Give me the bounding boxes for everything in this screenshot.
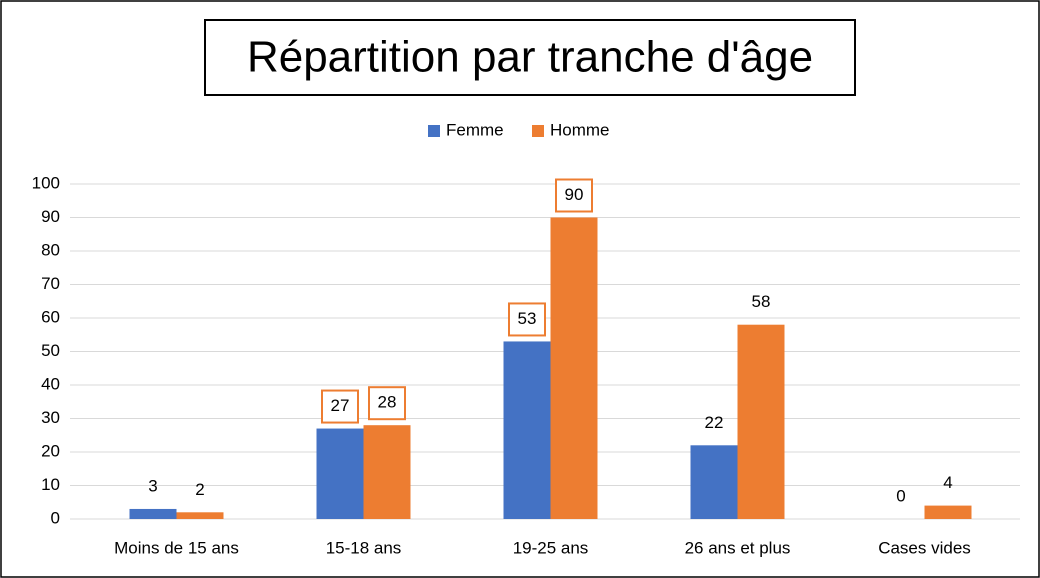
label-box: [508, 302, 546, 337]
label-box: [368, 386, 406, 421]
x-tick-label: 26 ans et plus: [685, 538, 791, 557]
bar: [176, 512, 224, 519]
data-label: 53: [518, 309, 537, 328]
x-tick-label: Moins de 15 ans: [114, 538, 239, 557]
bar: [737, 324, 785, 519]
legend-swatch: [532, 125, 544, 137]
y-tick-label: 50: [41, 341, 60, 360]
data-label: 28: [378, 393, 397, 412]
y-tick-label: 90: [41, 207, 60, 226]
y-tick-label: 20: [41, 441, 60, 460]
chart-title: Répartition par tranche d'âge: [247, 33, 813, 82]
x-tick-label: Cases vides: [878, 538, 971, 557]
bar: [550, 217, 598, 519]
y-tick-label: 0: [51, 508, 60, 527]
bar: [129, 508, 177, 519]
bar: [363, 425, 411, 519]
label-box: [555, 178, 593, 213]
data-label: 27: [331, 396, 350, 415]
x-tick-label: 15-18 ans: [326, 538, 402, 557]
y-tick-label: 30: [41, 408, 60, 427]
y-tick-label: 10: [41, 475, 60, 494]
data-label: 0: [896, 486, 905, 505]
data-label: 22: [705, 413, 724, 432]
y-tick-label: 100: [32, 173, 60, 192]
legend-label: Homme: [550, 120, 610, 139]
label-box: [321, 389, 359, 424]
bar: [316, 428, 364, 519]
data-label: 58: [752, 292, 771, 311]
y-tick-label: 70: [41, 274, 60, 293]
y-tick-label: 40: [41, 374, 60, 393]
x-tick-label: 19-25 ans: [513, 538, 589, 557]
data-label: 4: [943, 473, 952, 492]
legend-swatch: [428, 125, 440, 137]
legend-label: Femme: [446, 120, 504, 139]
data-label: 90: [565, 185, 584, 204]
data-label: 3: [148, 476, 157, 495]
bar: [690, 445, 738, 519]
y-tick-label: 80: [41, 240, 60, 259]
bar: [503, 341, 551, 519]
title-box: [204, 19, 856, 96]
bar: [924, 505, 972, 519]
y-tick-label: 60: [41, 307, 60, 326]
data-label: 2: [195, 480, 204, 499]
